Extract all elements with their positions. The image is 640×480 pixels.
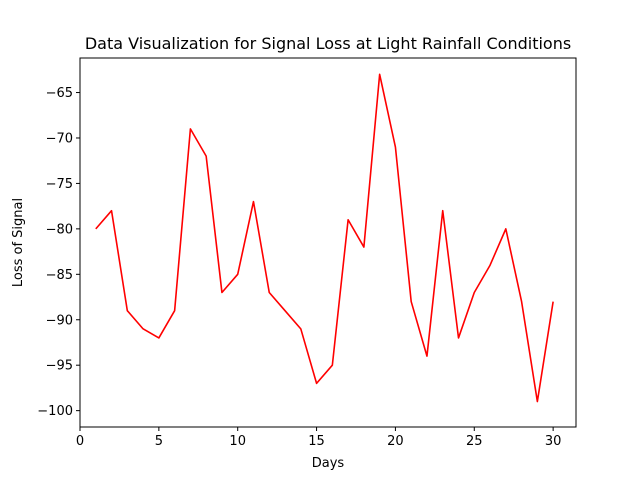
series-line	[95, 73, 554, 403]
x-axis-ticks: 0 5 10 15 20 25 30	[76, 427, 562, 449]
y-axis-label: Loss of Signal	[11, 198, 26, 287]
y-tick-label: −80	[46, 222, 73, 237]
x-tick-label: 25	[466, 434, 483, 449]
x-tick-label: 10	[229, 434, 246, 449]
y-tick-label: −70	[46, 131, 73, 146]
x-tick-label: 20	[387, 434, 404, 449]
x-tick-label: 0	[76, 434, 84, 449]
y-tick-label: −100	[37, 404, 73, 419]
y-tick-label: −95	[46, 359, 73, 374]
x-tick-label: 15	[308, 434, 325, 449]
axes-frame	[79, 57, 577, 428]
plot-area	[79, 57, 577, 428]
y-tick-label: −85	[46, 268, 73, 283]
y-axis-ticks: −100 −95 −90 −85 −80 −75 −70 −65	[37, 86, 80, 419]
y-tick-label: −75	[46, 177, 73, 192]
chart-title: Data Visualization for Signal Loss at Li…	[85, 34, 571, 53]
y-tick-label: −90	[46, 313, 73, 328]
x-axis-label: Days	[312, 456, 345, 471]
x-tick-label: 30	[545, 434, 562, 449]
x-tick-label: 5	[155, 434, 163, 449]
y-tick-label: −65	[46, 86, 73, 101]
